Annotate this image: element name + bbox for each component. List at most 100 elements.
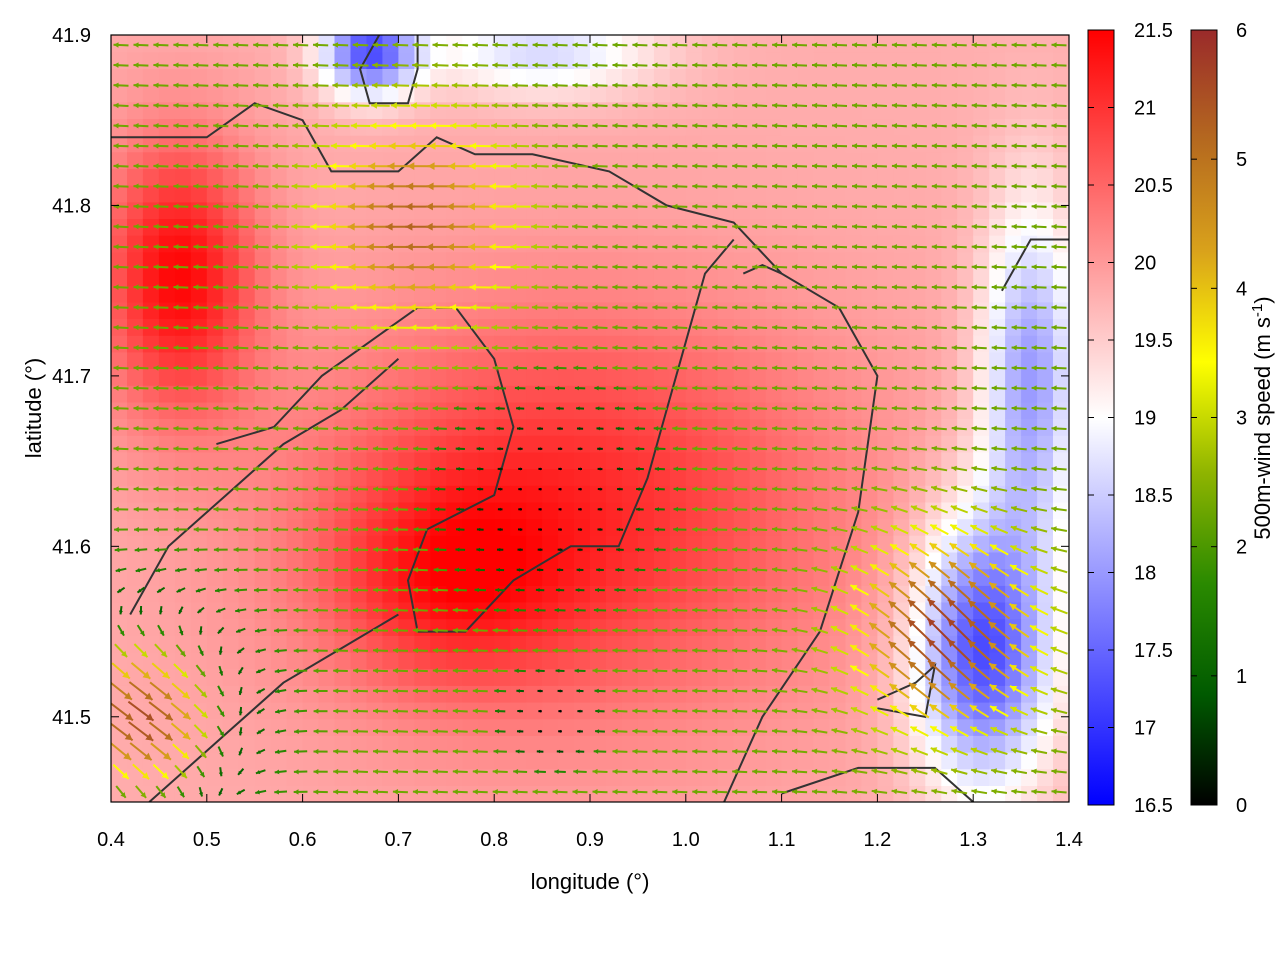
heatmap-cell (621, 418, 639, 436)
heatmap-cell (749, 351, 767, 370)
wind-arrow (811, 789, 828, 795)
heatmap-cell (621, 235, 639, 253)
heatmap-cell (733, 618, 751, 636)
heatmap-cell (414, 668, 431, 686)
wind-arrow (811, 486, 828, 492)
wind-arrow (233, 365, 249, 371)
wind-arrow (850, 727, 868, 735)
heatmap-cell (478, 768, 495, 786)
heatmap-cell (701, 35, 719, 53)
wind-arrow (911, 324, 927, 331)
wind-arrow (198, 787, 204, 797)
wind-arrow (214, 588, 227, 593)
heatmap-cell (222, 135, 240, 153)
wind-arrow (632, 244, 648, 250)
wind-arrow (597, 507, 603, 511)
wind-arrow (412, 728, 428, 734)
wind-arrow (158, 606, 163, 615)
heatmap-cell (111, 251, 128, 270)
heatmap-cell (318, 685, 336, 703)
heatmap-cell (302, 385, 320, 403)
wind-arrow (473, 385, 487, 391)
wind-arrow (193, 445, 209, 452)
heatmap-cell (1053, 618, 1069, 636)
wind-arrow (652, 667, 668, 674)
wind-arrow (692, 445, 708, 452)
wind-arrow (213, 244, 229, 250)
heatmap-cell (302, 718, 320, 736)
x-tick-label: 0.9 (576, 829, 604, 851)
heatmap-cell (382, 568, 399, 586)
heatmap-cell (973, 68, 990, 86)
heatmap-cell (1021, 418, 1038, 436)
heatmap-cell (127, 235, 144, 253)
heatmap-cell (302, 685, 320, 703)
heatmap-cell (414, 768, 431, 786)
heatmap-cell (398, 368, 415, 386)
heatmap-cell (542, 118, 559, 136)
heatmap-cell (829, 335, 847, 353)
heatmap-cell (989, 752, 1006, 770)
heatmap-cell (510, 435, 527, 453)
plot-area: 0.4 0.5 0.6 0.7 0.8 0.9 1.0 1.1 1.2 1.3 1.4 41.541… (52, 25, 1083, 851)
wind-arrow (692, 567, 708, 573)
wind-colorbar-label-superscript: -1 (1249, 304, 1266, 317)
wind-arrow (193, 223, 209, 230)
wind-arrow (111, 702, 134, 722)
wind-arrow (197, 645, 205, 657)
colorbar-tick-label: 19 (1134, 408, 1156, 430)
heatmap-cell (909, 251, 926, 270)
wind-arrow (592, 789, 608, 795)
heatmap-cell (749, 285, 767, 303)
heatmap-cell (478, 168, 495, 186)
heatmap-cell (621, 685, 639, 703)
heatmap-cell (430, 785, 447, 802)
wind-arrow (871, 425, 887, 432)
heatmap-cell (111, 551, 128, 570)
heatmap-cell (238, 618, 256, 636)
wind-arrow (133, 506, 149, 512)
heatmap-cell (254, 268, 272, 286)
heatmap-cell (1037, 752, 1054, 770)
wind-arrow (173, 425, 189, 432)
heatmap-cell (861, 185, 878, 203)
heatmap-cell (366, 551, 384, 570)
heatmap-cell (494, 535, 511, 553)
heatmap-cell (669, 268, 687, 286)
wind-arrow (512, 627, 528, 633)
wind-arrow (332, 365, 349, 371)
heatmap-cell (1021, 335, 1038, 353)
heatmap-cell (510, 501, 527, 520)
heatmap-cell (254, 301, 272, 320)
heatmap-cell (701, 718, 719, 736)
heatmap-cell (190, 485, 208, 503)
wind-arrow (432, 42, 449, 48)
heatmap-cell (334, 735, 352, 753)
wind-arrow (1008, 643, 1030, 658)
heatmap-cell (957, 385, 974, 403)
wind-arrow (1011, 345, 1027, 351)
heatmap-cell (606, 235, 623, 253)
wind-arrow (811, 62, 828, 68)
heatmap-cell (1005, 752, 1022, 770)
heatmap-cell (462, 768, 479, 786)
heatmap-cell (446, 752, 463, 770)
heatmap-cell (941, 702, 958, 720)
heatmap-cell (127, 768, 144, 786)
heatmap-cell (350, 351, 368, 370)
heatmap-cell (446, 785, 463, 802)
wind-arrow (577, 528, 583, 532)
wind-arrow (254, 628, 267, 633)
heatmap-cell (270, 301, 288, 320)
heatmap-cell (334, 168, 352, 186)
wind-arrow (392, 526, 408, 533)
heatmap-cell (909, 368, 926, 386)
heatmap-cell (222, 768, 240, 786)
wind-arrow (235, 627, 246, 634)
heatmap-cell (621, 618, 639, 636)
heatmap-cell (174, 135, 192, 153)
heatmap-cell (765, 651, 783, 670)
heatmap-cell (574, 185, 591, 203)
